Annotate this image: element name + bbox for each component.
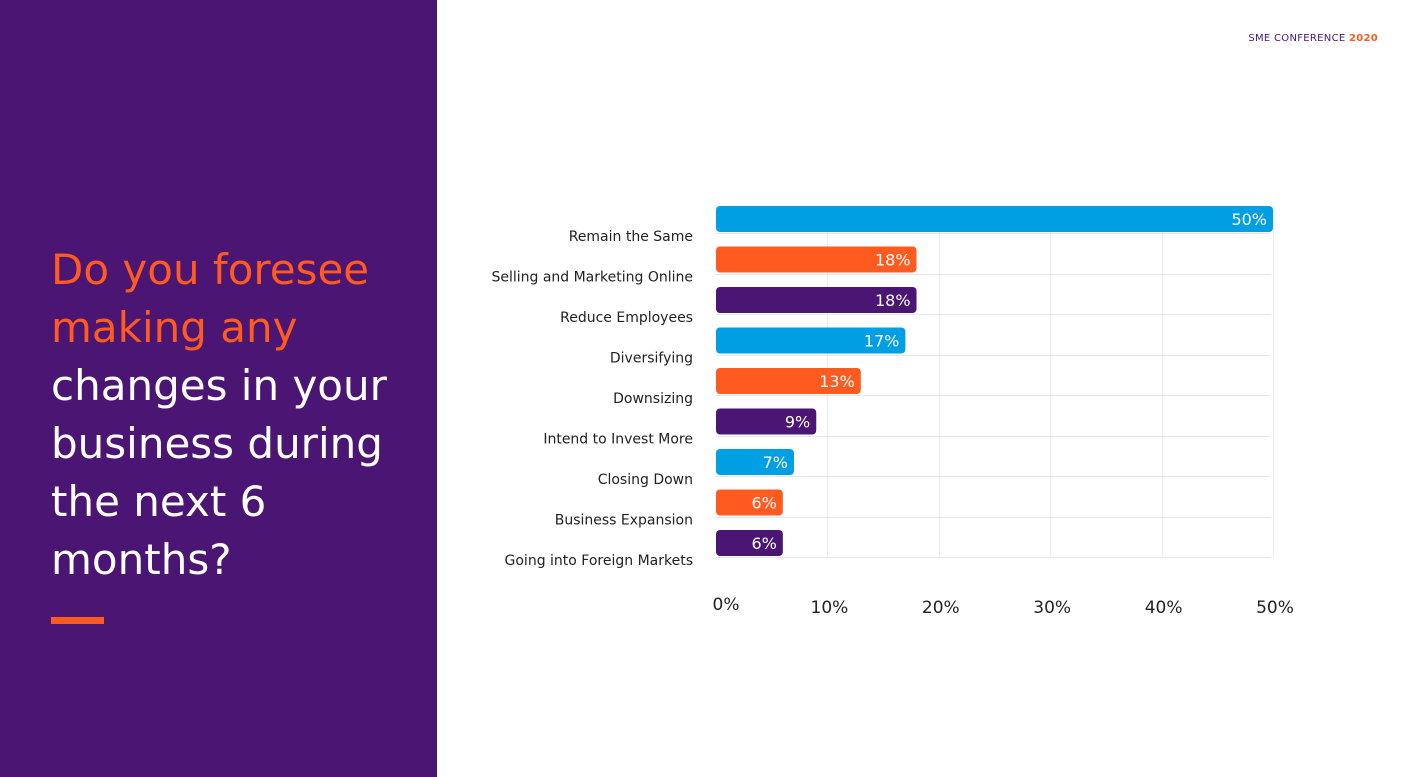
data-label: 17%: [864, 332, 900, 351]
x-tick-label: 20%: [922, 598, 960, 618]
brand-year: 2020: [1348, 33, 1378, 44]
bar: [716, 449, 794, 475]
data-label: 18%: [875, 291, 911, 310]
x-tick-label: 30%: [1033, 598, 1071, 618]
bar: [716, 287, 917, 313]
x-tick-label: 0%: [713, 595, 740, 615]
category-label: Going into Foreign Markets: [505, 553, 693, 569]
x-tick-label: 40%: [1145, 598, 1183, 618]
question-rest-text: changes in your business during the next…: [51, 361, 387, 584]
category-label: Closing Down: [598, 472, 693, 488]
brand-text: SME CONFERENCE: [1248, 33, 1346, 44]
question-accent-text: Do you foresee making any: [51, 245, 370, 352]
bar: [716, 206, 1273, 232]
data-label: 7%: [763, 453, 788, 472]
data-label: 50%: [1231, 210, 1267, 229]
bar: [716, 368, 861, 394]
bar: [716, 408, 817, 435]
bar: [716, 327, 906, 354]
data-label: 6%: [751, 534, 776, 553]
bar: [716, 530, 783, 556]
category-label: Diversifying: [610, 351, 693, 367]
category-label: Remain the Same: [569, 229, 693, 245]
x-tick-label: 50%: [1256, 598, 1294, 618]
data-label: 18%: [875, 251, 911, 270]
category-label: Downsizing: [613, 391, 693, 407]
category-label: Intend to Invest More: [543, 432, 693, 448]
question-heading: Do you foresee making any changes in you…: [51, 241, 421, 589]
bar: [716, 246, 917, 273]
side-panel: Do you foresee making any changes in you…: [0, 0, 437, 777]
category-label: Reduce Employees: [560, 310, 693, 326]
data-label: 6%: [751, 494, 776, 513]
category-label: Business Expansion: [555, 513, 693, 529]
category-label: Selling and Marketing Online: [491, 270, 693, 286]
accent-rule: [51, 617, 104, 624]
brand-label: SME CONFERENCE 2020: [1248, 33, 1378, 44]
data-label: 13%: [819, 372, 855, 391]
bar: [716, 489, 783, 516]
x-tick-label: 10%: [811, 598, 849, 618]
data-label: 9%: [785, 413, 810, 432]
